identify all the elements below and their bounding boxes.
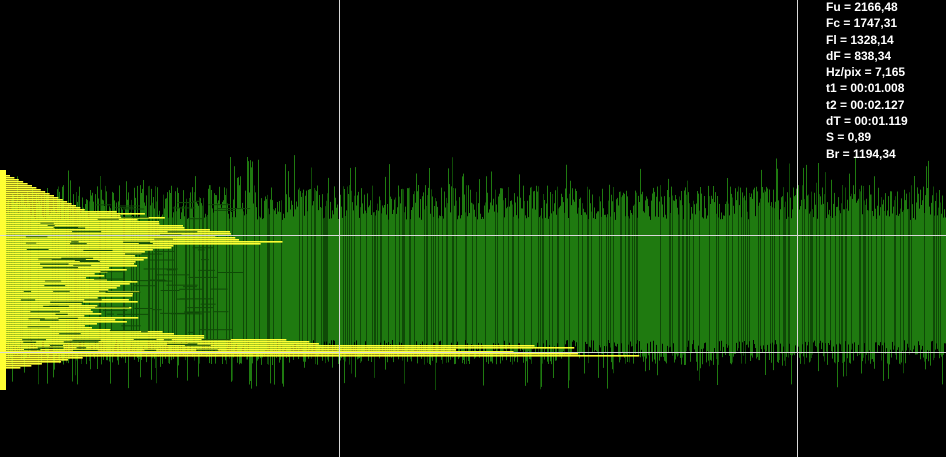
readout-fl: Fl = 1328,14 [826,32,894,47]
readout-t2: t2 = 00:02.127 [826,97,905,112]
selected-band-highlight [0,170,640,390]
readout-df: dF = 838,34 [826,48,892,63]
readout-fc: Fc = 1747,31 [826,16,898,31]
readout-t1: t1 = 00:01.008 [826,81,905,96]
readout-fu: Fu = 2166,48 [826,0,898,14]
readout-dt: dT = 00:01.119 [826,114,908,129]
readout-hz-per-pix: Hz/pix = 7,165 [826,65,906,80]
readout-br: Br = 1194,34 [826,146,896,161]
measurement-readout: Fu = 2166,48 Fc = 1747,31 Fl = 1328,14 d… [826,0,908,162]
readout-s: S = 0,89 [826,130,872,145]
